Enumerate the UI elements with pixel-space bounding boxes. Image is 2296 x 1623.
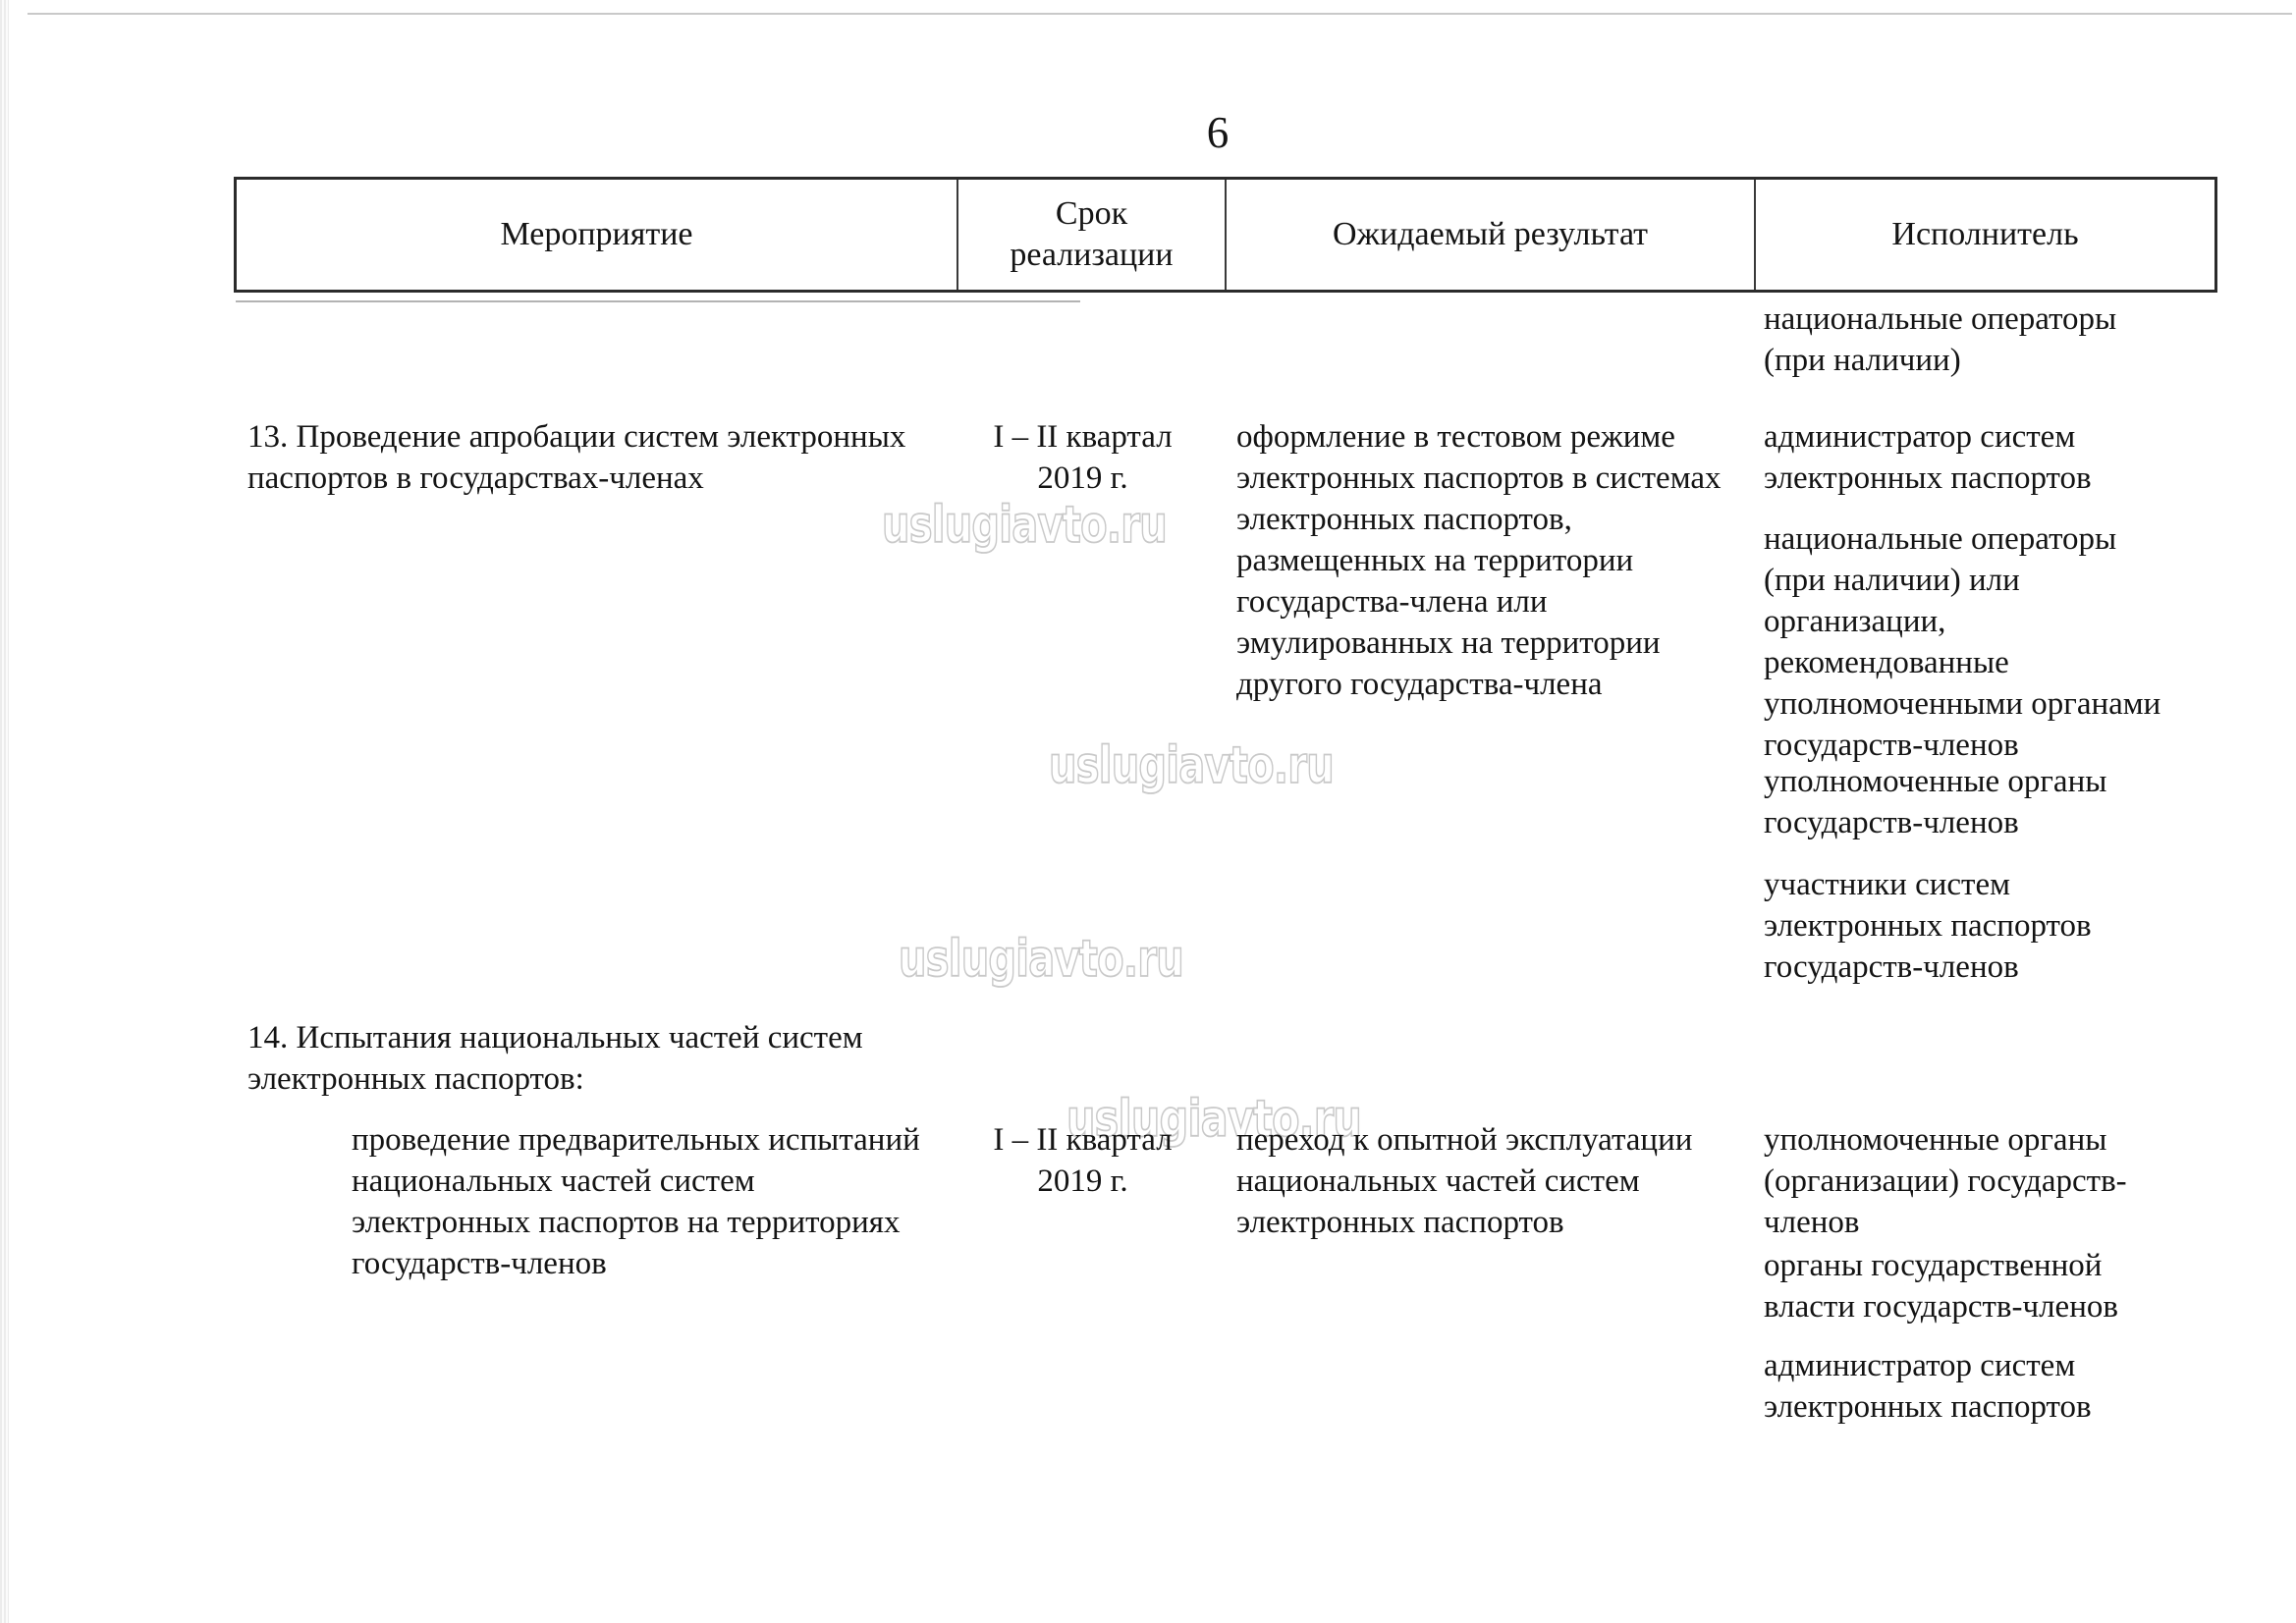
table-header-row: Мероприятие Срок реализации Ожидаемый ре… <box>234 177 2217 293</box>
scan-artifact-top-line <box>27 13 2292 15</box>
column-header-activity: Мероприятие <box>237 180 958 290</box>
svg-text:uslugiavto.ru: uslugiavto.ru <box>882 496 1167 555</box>
cell-term-13: I – II квартал 2019 г. <box>993 419 1173 496</box>
watermark: uslugiavto.ru <box>881 495 1169 556</box>
cell-executor-14-sub-3: администратор систем электронных паспорт… <box>1764 1348 2092 1425</box>
cell-executor-carryover: национальные операторы (при наличии) <box>1764 301 2117 378</box>
watermark: uslugiavto.ru <box>1048 735 1336 796</box>
scan-artifact-left-edge <box>0 0 9 1623</box>
cell-executor-14-sub-2: органы государственной власти государств… <box>1764 1248 2118 1325</box>
column-header-expected-result: Ожидаемый результат <box>1227 180 1756 290</box>
cell-executor-13-1: администратор систем электронных паспорт… <box>1764 419 2092 496</box>
svg-text:uslugiavto.ru: uslugiavto.ru <box>899 930 1183 989</box>
column-header-term: Срок реализации <box>958 180 1227 290</box>
cell-result-13: оформление в тестовом режиме электронных… <box>1236 419 1722 702</box>
cell-executor-13-2: национальные операторы (при наличии) или… <box>1764 521 2161 763</box>
column-header-executor: Исполнитель <box>1891 216 2079 252</box>
svg-text:uslugiavto.ru: uslugiavto.ru <box>1049 736 1334 795</box>
watermark: uslugiavto.ru <box>898 929 1185 990</box>
cell-executor-14-sub-1: уполномоченные органы (организации) госу… <box>1764 1122 2127 1240</box>
page-number: 6 <box>1206 108 1230 157</box>
cell-activity-14: 14. Испытания национальных частей систем… <box>247 1020 863 1097</box>
cell-executor-13-3: уполномоченные органы государств-членов <box>1764 764 2107 840</box>
cell-activity-13: 13. Проведение апробации систем электрон… <box>247 419 906 496</box>
scan-artifact-ghost-line <box>236 300 1080 302</box>
cell-activity-14-sub: проведение предварительных испытаний нац… <box>352 1122 920 1281</box>
cell-term-14-sub: I – II квартал 2019 г. <box>993 1122 1173 1199</box>
cell-result-14-sub: переход к опытной эксплуатации националь… <box>1236 1122 1693 1240</box>
cell-executor-13-4: участники систем электронных паспортов г… <box>1764 867 2092 985</box>
